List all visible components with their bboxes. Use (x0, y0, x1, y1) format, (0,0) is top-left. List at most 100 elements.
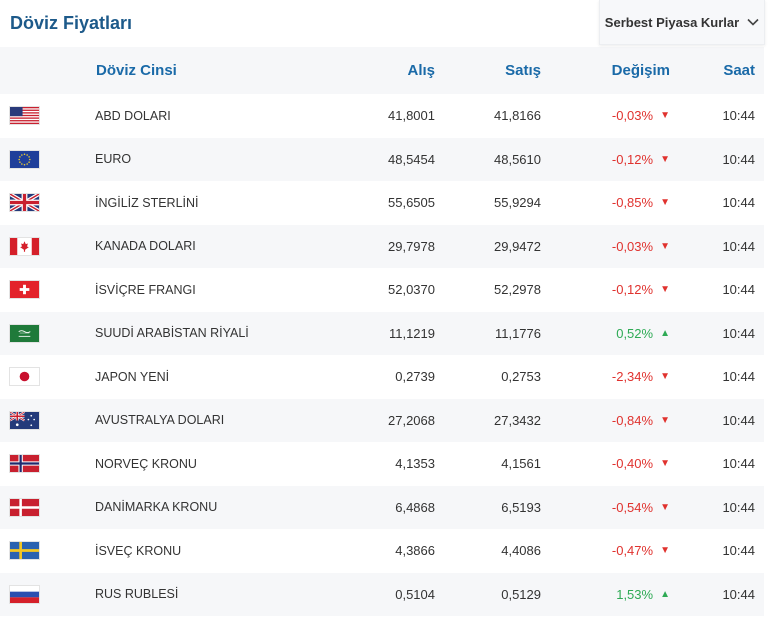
flag-sweden-icon (9, 541, 40, 561)
column-header-sell[interactable]: Satış (505, 62, 541, 79)
buy-price: 29,7978 (388, 238, 435, 254)
column-header-time[interactable]: Saat (723, 62, 755, 79)
change-value: -0,84% (611, 412, 654, 428)
flag-cell (0, 410, 95, 430)
currency-table: Döviz Cinsi Alış Satış Değişim Saat ABD … (0, 47, 764, 616)
flag-cell (0, 497, 95, 517)
sell-price: 0,5129 (501, 586, 541, 602)
update-time: 10:44 (722, 412, 755, 428)
flag-australia-icon (9, 410, 40, 430)
table-row[interactable]: İNGİLİZ STERLİNİ 55,6505 55,9294 -0,85% ▼ 10:… (0, 181, 764, 225)
currency-name[interactable]: SUUDİ ARABİSTAN RİYALİ (95, 326, 249, 341)
flag-switzerland-icon (9, 280, 40, 300)
currency-name[interactable]: İNGİLİZ STERLİNİ (95, 195, 199, 210)
table-row[interactable]: JAPON YENİ 0,2739 0,2753 -2,34% ▼ 10:44 (0, 355, 764, 399)
triangle-down-icon: ▼ (660, 371, 670, 383)
chevron-down-icon (747, 18, 759, 26)
column-header-name[interactable]: Döviz Cinsi (96, 62, 177, 79)
flag-cell (0, 367, 95, 387)
update-time: 10:44 (722, 369, 755, 385)
sell-price: 4,4086 (501, 543, 541, 559)
market-type-dropdown[interactable]: Serbest Piyasa Kurlar (599, 0, 765, 45)
change-value: -0,03% (611, 238, 654, 254)
buy-price: 4,1353 (395, 456, 435, 472)
flag-japan-icon (9, 367, 40, 387)
column-header-buy[interactable]: Alış (407, 62, 435, 79)
update-time: 10:44 (722, 195, 755, 211)
table-row[interactable]: SUUDİ ARABİSTAN RİYALİ 11,1219 11,1776 0,52… (0, 311, 764, 355)
currency-name[interactable]: İSVİÇRE FRANGI (95, 282, 196, 297)
change-value: 1,53% (616, 586, 654, 602)
flag-eu-icon (9, 149, 40, 169)
table-row[interactable]: EURO 48,5454 48,5610 -0,12% ▼ 10:44 (0, 137, 764, 181)
flag-cell (0, 541, 95, 561)
triangle-down-icon: ▼ (660, 153, 670, 165)
table-row[interactable]: RUS RUBLESİ 0,5104 0,5129 1,53% ▲ 10:44 (0, 572, 764, 616)
update-time: 10:44 (722, 108, 755, 124)
triangle-down-icon: ▼ (660, 545, 670, 557)
change-cell: -0,12% ▼ (541, 282, 670, 297)
flag-cell (0, 323, 95, 343)
change-value: -0,54% (611, 499, 654, 515)
change-cell: -0,12% ▼ (541, 152, 670, 167)
buy-price: 0,5104 (395, 586, 435, 602)
change-cell: -0,85% ▼ (541, 195, 670, 210)
flag-cell (0, 454, 95, 474)
flag-canada-icon (9, 236, 40, 256)
change-value: -0,03% (611, 108, 654, 124)
update-time: 10:44 (722, 543, 755, 559)
table-body: ABD DOLARI 41,8001 41,8166 -0,03% ▼ 10:44 EURO… (0, 94, 764, 616)
flag-cell (0, 149, 95, 169)
sell-price: 11,1776 (494, 325, 541, 341)
table-row[interactable]: ABD DOLARI 41,8001 41,8166 -0,03% ▼ 10:44 (0, 94, 764, 138)
sell-price: 41,8166 (494, 108, 541, 124)
buy-price: 4,3866 (395, 543, 435, 559)
table-row[interactable]: İSVEÇ KRONU 4,3866 4,4086 -0,47% ▼ 10:44 (0, 529, 764, 573)
update-time: 10:44 (722, 586, 755, 602)
flag-cell (0, 106, 95, 126)
change-value: -0,12% (611, 151, 654, 167)
sell-price: 6,5193 (501, 499, 541, 515)
table-row[interactable]: İSVİÇRE FRANGI 52,0370 52,2978 -0,12% ▼ 10:44 (0, 268, 764, 312)
change-value: -0,85% (611, 195, 654, 211)
table-row[interactable]: NORVEÇ KRONU 4,1353 4,1561 -0,40% ▼ 10:44 (0, 442, 764, 486)
update-time: 10:44 (722, 151, 755, 167)
market-type-label: Serbest Piyasa Kurlar (604, 14, 740, 30)
update-time: 10:44 (722, 282, 755, 298)
change-cell: -0,47% ▼ (541, 543, 670, 558)
change-value: -2,34% (611, 369, 654, 385)
currency-name[interactable]: KANADA DOLARI (95, 239, 196, 254)
triangle-down-icon: ▼ (660, 197, 670, 209)
change-cell: -0,40% ▼ (541, 456, 670, 471)
currency-name[interactable]: EURO (95, 152, 132, 167)
change-value: 0,52% (616, 325, 654, 341)
sell-price: 48,5610 (494, 151, 541, 167)
column-header-change[interactable]: Değişim (611, 62, 670, 79)
currency-name[interactable]: AVUSTRALYA DOLARI (95, 413, 225, 428)
page-header: Döviz Fiyatları Serbest Piyasa Kurlar (0, 0, 770, 47)
currency-name[interactable]: DANİMARKA KRONU (95, 500, 218, 515)
buy-price: 55,6505 (388, 195, 435, 211)
currency-name[interactable]: ABD DOLARI (95, 108, 171, 123)
flag-cell (0, 280, 95, 300)
buy-price: 27,2068 (388, 412, 435, 428)
table-row[interactable]: KANADA DOLARI 29,7978 29,9472 -0,03% ▼ 10:44 (0, 224, 764, 268)
change-cell: -0,84% ▼ (541, 413, 670, 428)
change-cell: -0,54% ▼ (541, 500, 670, 515)
update-time: 10:44 (722, 238, 755, 254)
flag-cell (0, 236, 95, 256)
triangle-down-icon: ▼ (660, 284, 670, 296)
table-row[interactable]: AVUSTRALYA DOLARI 27,2068 27,3432 -0,84% ▼ 10… (0, 398, 764, 442)
currency-name[interactable]: RUS RUBLESİ (95, 587, 179, 602)
currency-name[interactable]: İSVEÇ KRONU (95, 543, 182, 558)
table-row[interactable]: DANİMARKA KRONU 6,4868 6,5193 -0,54% ▼ 10:44 (0, 485, 764, 529)
buy-price: 0,2739 (395, 369, 435, 385)
currency-name[interactable]: JAPON YENİ (95, 369, 170, 384)
currency-name[interactable]: NORVEÇ KRONU (95, 456, 197, 471)
sell-price: 27,3432 (494, 412, 541, 428)
sell-price: 29,9472 (494, 238, 541, 254)
buy-price: 11,1219 (388, 325, 435, 341)
triangle-down-icon: ▼ (660, 501, 670, 513)
sell-price: 52,2978 (494, 282, 541, 298)
flag-saudi-icon (9, 323, 40, 343)
